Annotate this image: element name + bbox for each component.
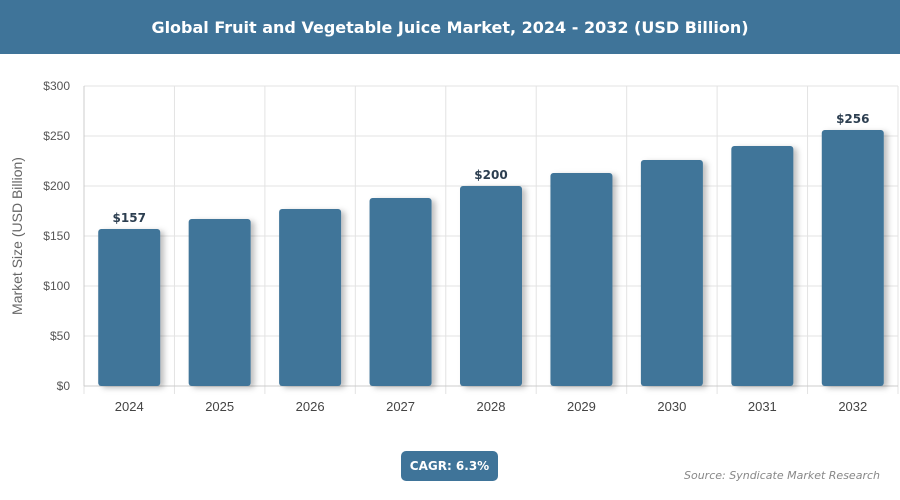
chart-title: Global Fruit and Vegetable Juice Market,…	[0, 0, 900, 54]
x-tick-label: 2025	[205, 399, 234, 414]
bar-2024	[98, 229, 161, 386]
cagr-badge: CAGR: 6.3%	[401, 451, 498, 481]
x-tick-label: 2026	[296, 399, 325, 414]
y-tick-label: $150	[43, 229, 70, 243]
y-tick-label: $0	[57, 379, 71, 393]
bar-2029	[550, 173, 613, 386]
bar-2030	[640, 160, 703, 386]
x-tick-label: 2027	[386, 399, 415, 414]
x-tick-label: 2028	[477, 399, 506, 414]
y-tick-label: $200	[43, 179, 70, 193]
source-note: Source: Syndicate Market Research	[684, 469, 880, 482]
bar-2031	[731, 146, 794, 386]
bar-2032	[821, 130, 884, 386]
y-tick-label: $250	[43, 129, 70, 143]
x-tick-label: 2031	[748, 399, 777, 414]
y-axis-title: Market Size (USD Billion)	[9, 157, 25, 315]
data-label: $200	[474, 168, 507, 182]
bar-2028	[460, 186, 522, 386]
y-tick-label: $100	[43, 279, 70, 293]
x-tick-label: 2032	[838, 399, 867, 414]
x-tick-label: 2029	[567, 399, 596, 414]
bar-2025	[188, 219, 251, 386]
data-label: $256	[836, 112, 869, 126]
x-tick-label: 2024	[115, 399, 144, 414]
bar-2027	[369, 198, 432, 386]
x-tick-label: 2030	[657, 399, 686, 414]
y-tick-label: $50	[50, 329, 70, 343]
y-tick-label: $300	[43, 79, 70, 93]
data-label: $157	[113, 211, 146, 225]
bar-2026	[279, 209, 342, 386]
